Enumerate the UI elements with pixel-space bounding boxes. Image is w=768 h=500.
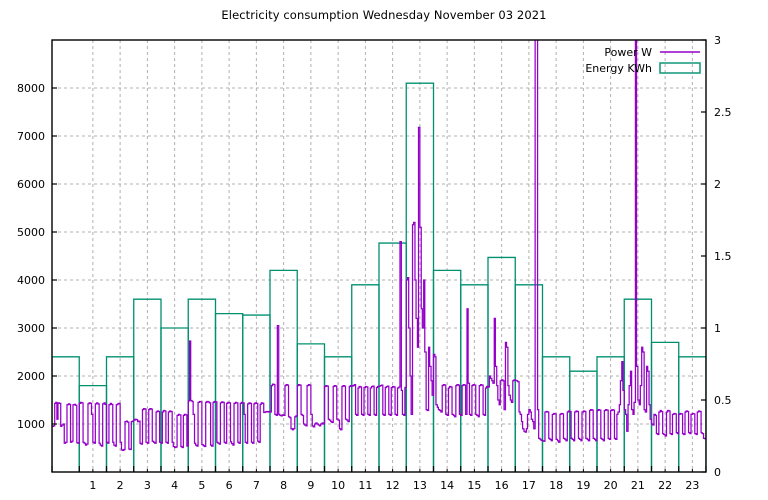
- x-axis-tick-label: 22: [658, 479, 672, 492]
- x-axis-tick-label: 8: [280, 479, 287, 492]
- left-axis-tick-label: 8000: [17, 82, 45, 95]
- x-axis-tick-label: 1: [89, 479, 96, 492]
- axis-ticks: [51, 39, 707, 473]
- right-axis-tick-label: 1.5: [714, 250, 732, 263]
- left-axis-tick-label: 7000: [17, 130, 45, 143]
- x-axis-tick-label: 15: [467, 479, 481, 492]
- x-axis-tick-label: 12: [386, 479, 400, 492]
- x-axis-tick-label: 17: [522, 479, 536, 492]
- x-axis-tick-label: 2: [117, 479, 124, 492]
- x-axis-tick-label: 6: [226, 479, 233, 492]
- x-axis-tick-label: 4: [171, 479, 178, 492]
- x-axis-tick-label: 10: [331, 479, 345, 492]
- left-axis-tick-label: 6000: [17, 178, 45, 191]
- axis-tick-labels: 1000 2000 3000 4000 5000 6000 7000 8000 0 0.5 1 1.5…: [17, 34, 732, 492]
- left-axis-tick-label: 1000: [17, 418, 45, 431]
- left-axis-tick-label: 5000: [17, 226, 45, 239]
- right-axis-tick-label: 2.5: [714, 106, 732, 119]
- x-axis-tick-label: 21: [631, 479, 645, 492]
- legend-label-energy: Energy KWh: [585, 62, 652, 75]
- chart-legend: Power W Energy KWh: [585, 46, 701, 75]
- x-axis-tick-label: 11: [358, 479, 372, 492]
- right-axis-tick-label: 1: [714, 322, 721, 335]
- x-axis-tick-label: 23: [685, 479, 699, 492]
- x-axis-tick-label: 5: [198, 479, 205, 492]
- x-axis-tick-label: 7: [253, 479, 260, 492]
- x-axis-tick-label: 20: [604, 479, 618, 492]
- x-axis-tick-label: 14: [440, 479, 454, 492]
- power-line-series: [52, 40, 706, 452]
- right-axis-tick-label: 0: [714, 466, 721, 479]
- x-axis-tick-label: 16: [495, 479, 509, 492]
- left-axis-tick-label: 3000: [17, 322, 45, 335]
- x-axis-tick-label: 19: [576, 479, 590, 492]
- right-axis-tick-label: 0.5: [714, 394, 732, 407]
- right-axis-tick-label: 2: [714, 178, 721, 191]
- x-axis-tick-label: 13: [413, 479, 427, 492]
- legend-label-power: Power W: [604, 46, 652, 59]
- left-axis-tick-label: 2000: [17, 370, 45, 383]
- grid-lines: [52, 40, 706, 472]
- chart-title: Electricity consumption Wednesday Novemb…: [221, 8, 547, 22]
- left-axis-tick-label: 4000: [17, 274, 45, 287]
- x-axis-tick-label: 18: [549, 479, 563, 492]
- right-axis-tick-label: 3: [714, 34, 721, 47]
- x-axis-tick-label: 9: [307, 479, 314, 492]
- x-axis-tick-label: 3: [144, 479, 151, 492]
- legend-swatch-energy: [659, 62, 701, 74]
